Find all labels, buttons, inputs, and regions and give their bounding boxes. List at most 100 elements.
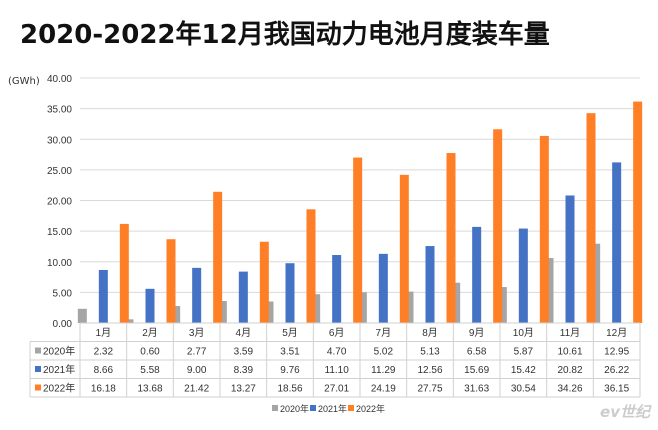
data-label: 2.77 [187,347,207,358]
bar-2020年-11月 [544,258,554,323]
data-label: 26.22 [604,365,629,376]
legend-swatch [310,405,316,411]
y-tick-label: 35.00 [47,105,72,116]
bar-2020年-8月 [404,291,414,323]
bar-2020年-5月 [264,301,274,323]
bar-2021年-12月 [612,162,622,323]
bar-2021年-2月 [145,288,155,323]
series-label: 2021年 [43,363,75,376]
bar-2022年-8月 [446,153,456,323]
bar-2020年-12月 [591,243,601,323]
bar-2021年-5月 [285,263,295,323]
category-label: 7月 [376,327,392,339]
bar-2020年-1月 [77,308,87,323]
bar-2021年-4月 [238,271,248,323]
data-label: 34.26 [557,384,582,395]
bar-2022年-4月 [259,241,269,323]
data-label: 20.82 [557,365,582,376]
chart-title: 2020-2022年12月我国动力电池月度装车量 [20,20,550,50]
legend-swatch [35,366,41,372]
category-label: 2月 [142,327,158,339]
bar-2022年-7月 [399,174,409,323]
legend-swatch [348,405,354,411]
y-tick-label: 30.00 [47,135,72,146]
bar-2021年-8月 [425,246,435,323]
series-label: 2022年 [43,382,75,395]
data-label: 8.66 [94,365,114,376]
legend-swatch [35,347,41,354]
data-label: 11.10 [325,365,350,376]
data-label: 13.27 [231,384,256,395]
data-label: 3.51 [280,347,300,358]
data-label: 27.75 [417,384,442,395]
bar-2022年-1月 [119,223,129,323]
category-label: 12月 [606,327,627,339]
category-label: 3月 [189,327,205,339]
data-label: 5.87 [514,347,534,358]
bar-2022年-2月 [166,239,176,323]
data-label: 9.76 [280,365,300,376]
data-label: 36.15 [604,384,629,395]
data-label: 12.56 [417,365,442,376]
y-tick-label: 40.00 [47,74,72,85]
series-label: 2020年 [43,345,75,358]
data-label: 27.01 [324,384,349,395]
y-tick-label: 25.00 [47,166,72,177]
data-label: 24.19 [371,384,396,395]
bar-2021年-3月 [192,267,202,323]
data-label: 4.70 [327,347,347,358]
legend-entry: 2021年 [318,403,347,414]
bar-2020年-2月 [124,319,134,323]
data-label: 18.56 [277,384,302,395]
bar-2021年-10月 [518,228,528,323]
bar-2020年-3月 [171,306,181,323]
legend-swatch [35,384,41,391]
data-label: 31.63 [464,384,489,395]
bar-2022年-11月 [586,113,596,323]
data-label: 15.42 [511,365,536,376]
category-label: 10月 [513,327,534,339]
bar-2021年-6月 [332,255,342,323]
data-label: 2.32 [94,347,114,358]
bar-2022年-6月 [353,157,363,323]
data-label: 5.13 [420,347,440,358]
bar-2020年-6月 [311,294,321,323]
y-tick-label: 5.00 [53,288,73,299]
bar-2020年-10月 [497,287,507,323]
data-label: 5.02 [374,347,394,358]
bar-2022年-12月 [633,101,643,323]
watermark-logo: ev世纪 [600,403,650,421]
data-label: 6.58 [467,347,487,358]
bar-2021年-11月 [565,195,575,323]
bar-2020年-7月 [357,292,367,323]
bar-2021年-7月 [378,253,388,323]
data-label: 13.68 [137,384,162,395]
data-label: 9.00 [187,365,207,376]
data-label: 21.42 [184,384,209,395]
category-label: 5月 [282,327,298,339]
y-tick-label: 0.00 [53,319,73,330]
category-label: 6月 [329,327,345,339]
data-label: 16.18 [91,384,116,395]
y-axis-label: (GWh) [8,76,40,87]
data-label: 10.61 [557,347,582,358]
y-tick-label: 15.00 [47,227,72,238]
bar-2020年-4月 [217,301,227,323]
data-label: 8.39 [234,365,254,376]
data-label: 15.69 [464,365,489,376]
category-label: 11月 [560,327,580,339]
category-label: 1月 [96,327,112,339]
data-label: 30.54 [511,384,536,395]
y-tick-label: 10.00 [47,258,72,269]
bar-2022年-5月 [306,209,316,323]
data-label: 3.59 [234,347,254,358]
data-label: 0.60 [140,347,160,358]
data-label: 11.29 [371,365,396,376]
bar-2021年-9月 [472,226,482,323]
legend-swatch [272,405,278,411]
bar-2022年-10月 [539,135,549,323]
data-label: 5.58 [140,365,160,376]
bar-2022年-9月 [493,129,503,323]
